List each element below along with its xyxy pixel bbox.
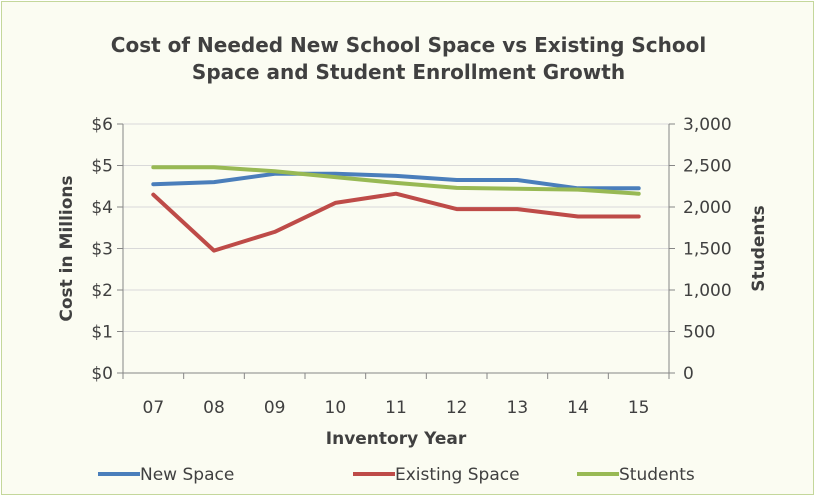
x-tick-label: 12 xyxy=(446,398,468,418)
series-line-new-space xyxy=(151,171,641,191)
x-tick-label: 09 xyxy=(264,398,286,418)
legend: New Space Existing Space Students xyxy=(98,465,695,485)
tick-labels: $0 0 $1 500 $2 1,000 $3 1,500 $4 2,000 $5 2,500 $6 3,… xyxy=(91,115,731,418)
y-right-tick-label: 0 xyxy=(683,364,694,384)
y-right-tick-label: 1,000 xyxy=(683,281,732,301)
y-right-tick-label: 1,500 xyxy=(683,240,732,260)
y-left-tick-label: $2 xyxy=(91,281,113,301)
y-left-tick-label: $1 xyxy=(91,323,113,343)
x-tick-label: 08 xyxy=(203,398,225,418)
y-left-tick-label: $3 xyxy=(91,240,113,260)
y-left-tick-label: $0 xyxy=(91,364,113,384)
y-left-tick-label: $6 xyxy=(91,115,113,135)
y-left-tick-label: $4 xyxy=(91,198,113,218)
x-tick-label: 13 xyxy=(507,398,529,418)
legend-label-existing-space: Existing Space xyxy=(395,465,520,485)
chart-title-line-2: Space and Student Enrollment Growth xyxy=(191,60,626,84)
x-axis-label: Inventory Year xyxy=(326,429,467,449)
x-tick-label: 11 xyxy=(385,398,407,418)
y-right-tick-label: 2,000 xyxy=(683,198,732,218)
series-line-students xyxy=(151,165,641,196)
y-right-tick-label: 3,000 xyxy=(683,115,732,135)
chart-title-line-1: Cost of Needed New School Space vs Exist… xyxy=(110,33,707,57)
y-axis-right-label: Students xyxy=(749,205,769,292)
legend-label-new-space: New Space xyxy=(140,465,234,485)
x-tick-label: 14 xyxy=(567,398,589,418)
x-tick-label: 10 xyxy=(325,398,347,418)
chart-title: Cost of Needed New School Space vs Exist… xyxy=(0,32,817,86)
axes xyxy=(117,123,675,379)
x-tick-label: 15 xyxy=(628,398,650,418)
y-right-tick-label: 500 xyxy=(683,323,715,343)
series-lines xyxy=(151,165,641,253)
y-right-tick-label: 2,500 xyxy=(683,157,732,177)
y-left-tick-label: $5 xyxy=(91,157,113,177)
x-tick-label: 07 xyxy=(143,398,165,418)
legend-label-students: Students xyxy=(619,465,695,485)
y-axis-left-label: Cost in Millions xyxy=(57,175,77,321)
gridlines xyxy=(123,123,669,332)
series-line-existing-space xyxy=(151,191,641,253)
